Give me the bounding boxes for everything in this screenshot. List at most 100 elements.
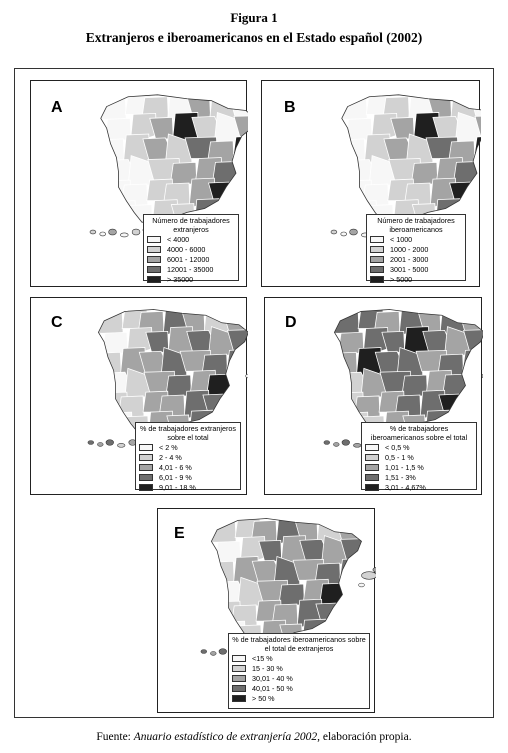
map-legend: % de trabajadores iberoamericanos sobre … (228, 633, 370, 709)
legend-row: < 2 % (139, 442, 237, 452)
legend-swatch (232, 664, 246, 672)
legend-label: 2001 - 3000 (390, 254, 429, 264)
canary-island (218, 648, 227, 655)
legend-swatch (139, 443, 153, 451)
province-region (319, 582, 346, 605)
legend-title: Número de trabajadores iberoamericanos (377, 216, 455, 234)
canary-island (200, 649, 207, 654)
province-region (455, 111, 481, 143)
panel-letter: C (51, 314, 63, 331)
canary-island (349, 228, 358, 236)
canary-island (330, 229, 338, 235)
legend-label: 1,01 - 1,5 % (385, 462, 424, 472)
panel-letter: E (174, 525, 185, 542)
legend-title: % de trabajadores iberoamericanos sobre … (232, 635, 366, 653)
legend-row: 1000 - 2000 (370, 244, 462, 254)
canary-island (210, 651, 217, 656)
legend-label: 12001 - 35000 (167, 264, 214, 274)
legend-row: 9,01 - 18 % (139, 482, 237, 492)
canary-island (89, 229, 97, 235)
legend-row: 3,01 - 4,67% (365, 482, 473, 492)
legend-swatch (139, 463, 153, 471)
legend-label: 3001 - 5000 (390, 264, 429, 274)
legend-row: < 0,5 % (365, 442, 473, 452)
province-region (106, 411, 133, 434)
legend-swatch (147, 275, 161, 283)
province-region (341, 138, 366, 161)
balearic-island (358, 582, 365, 588)
legend-swatch (370, 245, 384, 253)
legend-title: % de trabajadores iberoamericanos sobre … (370, 424, 468, 442)
map-panel-e: E % de trabajadores iberoamericanos sobr… (157, 508, 376, 713)
legend-row: 1,51 - 3% (365, 472, 473, 482)
canary-island (341, 439, 350, 446)
legend-row: 15 - 30 % (232, 663, 366, 673)
legend-row: > 35000 (147, 274, 235, 284)
province-region (471, 176, 481, 208)
legend-row: <15 % (232, 653, 366, 663)
source-work: Anuario estadístico de extranjería 2002 (133, 731, 318, 743)
legend-label: 3,01 - 4,67% (385, 482, 426, 492)
legend-title: % de trabajadores extranjeros sobre el t… (140, 424, 236, 442)
province-region (334, 351, 358, 374)
legend-label: < 1000 (390, 234, 413, 244)
map-legend: % de trabajadores extranjeros sobre el t… (135, 422, 241, 492)
legend-row: 4,01 - 6 % (139, 462, 237, 472)
legend-label: > 35000 (167, 274, 194, 284)
legend-label: 2 - 4 % (159, 452, 182, 462)
legend-row: < 1000 (370, 234, 462, 244)
province-region (474, 114, 481, 138)
balearic-island (481, 374, 483, 378)
province-region (341, 97, 368, 120)
legend-swatch (370, 265, 384, 273)
province-region (453, 161, 481, 184)
province-region (100, 97, 127, 120)
canary-island (87, 440, 94, 445)
province-region (466, 368, 483, 400)
panel-letter: D (285, 314, 297, 331)
province-region (335, 518, 362, 540)
figure-title: Extranjeros e iberoamericanos en el Esta… (85, 30, 423, 45)
balearic-island (361, 571, 376, 580)
legend-row: < 4000 (147, 234, 235, 244)
legend-label: < 4000 (167, 234, 190, 244)
legend-label: > 50 % (252, 693, 275, 703)
source-suffix: , elaboración propia. (317, 731, 412, 743)
legend-swatch (370, 255, 384, 263)
province-region (206, 373, 233, 396)
legend-label: > 5000 (390, 274, 413, 284)
map-panel-b: B Número de trabajadores iberoamericanos… (261, 80, 481, 287)
legend-title: Número de trabajadores extranjeros (152, 216, 230, 234)
province-region (230, 176, 248, 208)
legend-row: 12001 - 35000 (147, 264, 235, 274)
coastline (333, 309, 483, 434)
legend-swatch (365, 453, 379, 461)
map-legend: % de trabajadores iberoamericanos sobre … (361, 422, 477, 492)
legend-label: 1000 - 2000 (390, 244, 429, 254)
legend-label: 6001 - 12000 (167, 254, 210, 264)
province-region (211, 560, 235, 583)
legend-label: 1,51 - 3% (385, 472, 416, 482)
legend-label: 6,01 - 9 % (159, 472, 192, 482)
coastline (100, 94, 248, 223)
canary-island (108, 228, 117, 236)
legend-swatch (365, 483, 379, 491)
legend-swatch (139, 473, 153, 481)
province-region (109, 200, 137, 223)
map-legend: Número de trabajadores extranjeros < 400… (143, 214, 239, 284)
coastline (210, 518, 362, 643)
province-region (340, 538, 362, 560)
legend-row: > 50 % (232, 693, 366, 703)
canary-island (105, 439, 114, 446)
coastline (97, 309, 248, 434)
legend-row: 1,01 - 1,5 % (365, 462, 473, 472)
province-region (233, 114, 248, 138)
legend-swatch (232, 674, 246, 682)
map-legend: Número de trabajadores iberoamericanos <… (366, 214, 466, 284)
province-region (237, 156, 248, 188)
figure-number: Figura 1 (230, 10, 278, 25)
map-panel-c: C % de trabajadores extranjeros sobre el… (30, 297, 248, 495)
province-region (98, 351, 122, 374)
province-region (476, 198, 481, 223)
legend-swatch (232, 694, 246, 702)
